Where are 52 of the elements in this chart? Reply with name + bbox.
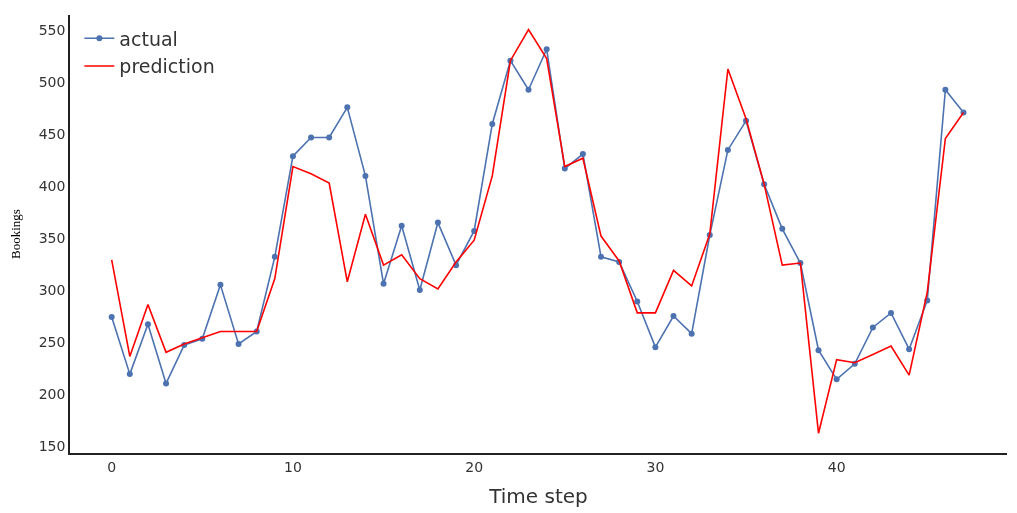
point (289, 153, 296, 160)
y-tick-label: 400 (38, 178, 66, 195)
point (598, 253, 605, 260)
point (779, 225, 786, 232)
point (163, 380, 170, 387)
y-tick-label: 150 (38, 437, 66, 454)
point (833, 376, 840, 383)
point (579, 151, 586, 158)
legend-label: actual (119, 27, 178, 50)
point (652, 344, 659, 351)
y-tick-label: 300 (38, 281, 66, 298)
point (815, 347, 822, 354)
y-tick-label: 200 (38, 385, 66, 402)
point (144, 321, 151, 328)
y-tick-label: 500 (38, 74, 66, 91)
point (126, 371, 133, 378)
point (326, 134, 333, 141)
point (670, 313, 677, 319)
y-tick-label: 550 (38, 22, 66, 39)
x-tick-label: 20 (465, 458, 484, 475)
point (235, 341, 242, 348)
y-tick-label: 250 (38, 333, 66, 350)
x-tick-label: 40 (827, 458, 846, 475)
point (489, 120, 496, 127)
point (906, 346, 913, 353)
point (362, 172, 369, 179)
point (724, 146, 731, 153)
legend-label: prediction (119, 55, 215, 78)
point (108, 314, 115, 321)
point (308, 134, 315, 141)
point (398, 222, 405, 229)
x-tick-label: 0 (107, 458, 117, 475)
point (888, 309, 895, 316)
point (634, 298, 641, 305)
point (688, 330, 695, 337)
point (416, 287, 423, 294)
point (380, 280, 387, 287)
point (543, 46, 550, 53)
x-axis-title: Time step (488, 483, 588, 508)
y-axis-title: Bookings (8, 209, 24, 259)
y-tick-label: 450 (38, 126, 66, 143)
point (434, 219, 441, 226)
line-series (110, 28, 965, 435)
point (525, 86, 532, 93)
point (344, 104, 351, 111)
x-tick-label: 30 (646, 458, 665, 475)
x-tick-label: 10 (284, 458, 302, 475)
y-tick-label: 350 (38, 230, 66, 247)
point (271, 253, 278, 260)
point (942, 86, 949, 93)
point (869, 324, 876, 331)
point (217, 281, 224, 288)
